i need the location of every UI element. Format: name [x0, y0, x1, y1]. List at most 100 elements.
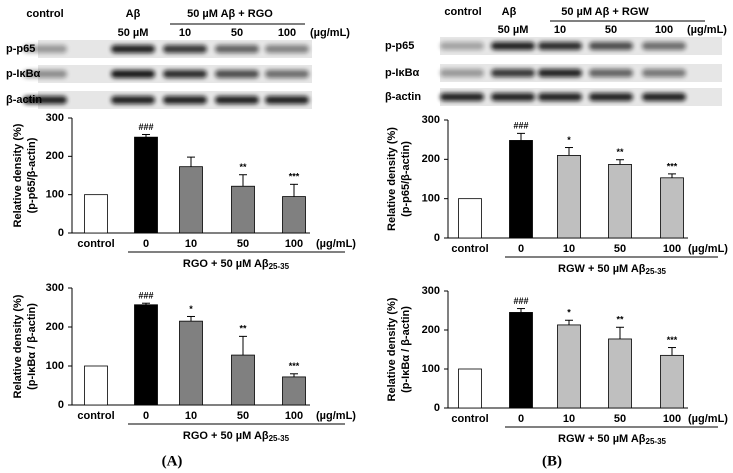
blot-band — [642, 69, 686, 77]
blot-header: control — [26, 8, 63, 20]
blot-header: control — [444, 6, 481, 18]
significance-label: ### — [138, 291, 153, 301]
significance-label: ### — [138, 122, 153, 132]
bar — [179, 320, 203, 406]
blot-band — [163, 96, 207, 104]
x-axis-label-main: RGO + 50 µM Aβ — [183, 258, 269, 270]
blot-band — [23, 70, 67, 78]
y-axis-label: Relative density (%) — [12, 123, 24, 227]
bar — [660, 177, 684, 239]
blot-row-label: p-p65 — [385, 40, 414, 52]
y-tick-label: 0 — [58, 227, 64, 239]
blot-band — [23, 96, 67, 104]
y-tick-label: 200 — [422, 324, 440, 336]
unit-label: (µg/mL) — [316, 238, 356, 250]
x-tick-label: 50 — [237, 410, 249, 422]
bar — [282, 196, 306, 234]
bar — [458, 368, 482, 409]
blot-band — [265, 96, 309, 104]
blot-band — [163, 45, 207, 53]
bar — [608, 338, 632, 409]
blot-band — [491, 93, 535, 101]
blot-band — [538, 93, 582, 101]
unit-label: (µg/mL) — [688, 243, 728, 255]
y-axis-label: Relative density (%) — [386, 127, 398, 231]
blot-band — [491, 42, 535, 50]
significance-label: *** — [667, 335, 678, 345]
unit-label: (µg/mL) — [688, 413, 728, 425]
blot-subheader: 50 — [231, 27, 243, 39]
blot-row-label: β-actin — [6, 94, 42, 106]
y-tick-label: 200 — [46, 150, 64, 162]
y-tick-label: 200 — [422, 153, 440, 165]
y-tick-label: 100 — [46, 189, 64, 201]
y-tick-label: 300 — [46, 112, 64, 124]
significance-label: ** — [616, 147, 624, 157]
blot-subheader: (µg/mL) — [687, 24, 727, 36]
x-axis-label: RGW + 50 µM Aβ25-35 — [558, 433, 667, 446]
significance-label: *** — [667, 161, 678, 171]
x-tick-label: 50 — [237, 238, 249, 250]
blot-band — [215, 70, 259, 78]
y-tick-label: 100 — [46, 360, 64, 372]
significance-label: * — [567, 135, 571, 145]
significance-label: *** — [289, 172, 300, 182]
blot-band — [265, 45, 309, 53]
significance-label: ### — [513, 121, 528, 131]
y-tick-label: 100 — [422, 363, 440, 375]
blot-band — [538, 69, 582, 77]
bar — [458, 198, 482, 239]
x-tick-label: 10 — [563, 243, 575, 255]
blot-band — [163, 70, 207, 78]
significance-label: ** — [239, 162, 247, 172]
x-axis-label-sub: 25-35 — [646, 437, 667, 446]
blot-subheader: 50 — [605, 24, 617, 36]
x-tick-label: control — [77, 238, 114, 250]
x-tick-label: control — [451, 413, 488, 425]
blot-band — [642, 42, 686, 50]
y-tick-label: 300 — [422, 285, 440, 297]
y-axis-label: (p-p65/β-actin) — [26, 137, 38, 213]
x-tick-label: 0 — [518, 243, 524, 255]
y-tick-label: 300 — [422, 114, 440, 126]
blot-band — [111, 70, 155, 78]
x-axis-label-sub: 25-35 — [269, 434, 290, 443]
significance-label: ** — [616, 315, 624, 325]
blot-band — [215, 96, 259, 104]
bar — [84, 365, 108, 406]
x-axis-label-main: RGW + 50 µM Aβ — [558, 433, 646, 445]
x-tick-label: control — [451, 243, 488, 255]
significance-label: * — [567, 308, 571, 318]
panel-label: (A) — [162, 453, 183, 469]
x-tick-label: 10 — [185, 410, 197, 422]
x-tick-label: 50 — [614, 413, 626, 425]
blot-row-label: p-IκBα — [385, 67, 420, 79]
blot-band — [538, 42, 582, 50]
y-axis-label: Relative density (%) — [12, 294, 24, 398]
blot-subheader: 10 — [179, 27, 191, 39]
x-axis-label-main: RGW + 50 µM Aβ — [558, 263, 646, 275]
y-tick-label: 0 — [434, 232, 440, 244]
x-axis-label: RGO + 50 µM Aβ25-35 — [183, 430, 290, 443]
significance-label: * — [189, 304, 193, 314]
y-axis-label: Relative density (%) — [386, 297, 398, 401]
bar — [134, 304, 158, 406]
x-tick-label: 100 — [285, 410, 303, 422]
panel-label: (B) — [542, 453, 562, 469]
significance-label: *** — [289, 361, 300, 371]
y-tick-label: 0 — [434, 402, 440, 414]
bar — [509, 140, 533, 239]
y-tick-label: 100 — [422, 193, 440, 205]
blot-band — [440, 42, 484, 50]
bar — [509, 312, 533, 409]
blot-row-label: β-actin — [385, 91, 421, 103]
bar — [84, 194, 108, 234]
blot-band — [491, 69, 535, 77]
x-axis-label-sub: 25-35 — [646, 267, 667, 276]
blot-header: 50 µM Aβ + RGW — [561, 6, 649, 18]
x-axis-label-main: RGO + 50 µM Aβ — [183, 430, 269, 442]
blot-band — [440, 69, 484, 77]
x-tick-label: 10 — [185, 238, 197, 250]
y-axis-label: (p-IκBα / β-actin) — [26, 303, 38, 390]
